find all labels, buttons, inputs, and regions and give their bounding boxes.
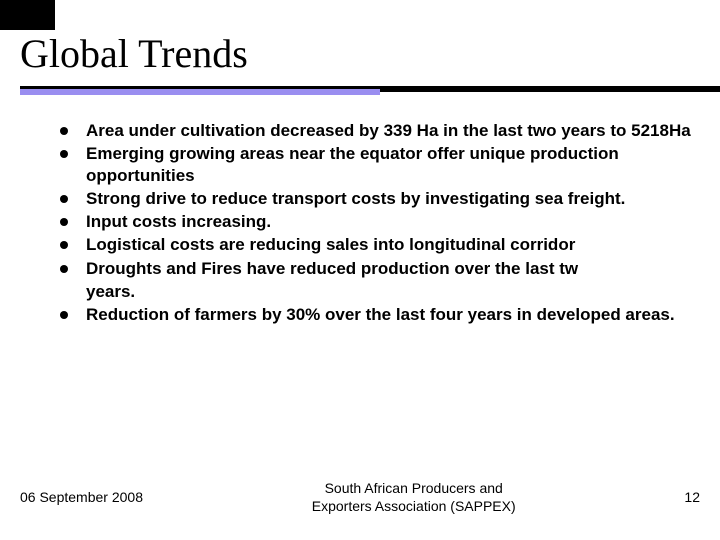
footer-center-line1: South African Producers and xyxy=(312,479,516,497)
header-black-box xyxy=(0,0,55,30)
slide-title: Global Trends xyxy=(20,30,248,77)
bullet-dot-icon xyxy=(60,195,68,203)
bullet-text: Logistical costs are reducing sales into… xyxy=(86,234,575,255)
bullet-text: Strong drive to reduce transport costs b… xyxy=(86,188,720,209)
bullet-dot-icon xyxy=(60,241,68,249)
bullet-item: Area under cultivation decreased by 339 … xyxy=(60,120,720,141)
footer-date: 06 September 2008 xyxy=(20,489,143,505)
bullet-dot-icon xyxy=(60,127,68,135)
bullet-dot-icon xyxy=(60,265,68,273)
bullet-item: Emerging growing areas near the equator … xyxy=(60,143,720,186)
footer-center-line2: Exporters Association (SAPPEX) xyxy=(312,497,516,515)
footer-center: South African Producers and Exporters As… xyxy=(312,479,516,515)
bullet-text: years. xyxy=(86,281,720,302)
bullet-item: Logistical costs are reducing sales into… xyxy=(60,234,720,255)
footer-page-number: 12 xyxy=(684,489,700,505)
bullet-text: Reduction of farmers by 30% over the las… xyxy=(86,304,720,325)
bullet-item: Reduction of farmers by 30% over the las… xyxy=(60,304,720,325)
bullet-dot-icon xyxy=(60,311,68,319)
bullet-dot-icon xyxy=(60,150,68,158)
bullet-text: Emerging growing areas near the equator … xyxy=(86,143,720,186)
title-row: Global Trends xyxy=(20,30,248,77)
bullet-text: Input costs increasing. xyxy=(86,211,720,232)
bullet-item: Droughts and Fires have reduced producti… xyxy=(60,258,720,279)
bullet-item: Strong drive to reduce transport costs b… xyxy=(60,188,720,209)
rule-accent xyxy=(20,89,380,95)
bullet-list: Area under cultivation decreased by 339 … xyxy=(60,120,720,327)
bullet-text: Area under cultivation decreased by 339 … xyxy=(86,120,720,141)
footer: 06 September 2008 South African Producer… xyxy=(20,479,700,515)
bullet-text: Droughts and Fires have reduced producti… xyxy=(86,258,578,279)
title-rule xyxy=(20,86,720,92)
bullet-dot-icon xyxy=(60,218,68,226)
bullet-item: years. xyxy=(60,281,720,302)
bullet-item: Input costs increasing. xyxy=(60,211,720,232)
